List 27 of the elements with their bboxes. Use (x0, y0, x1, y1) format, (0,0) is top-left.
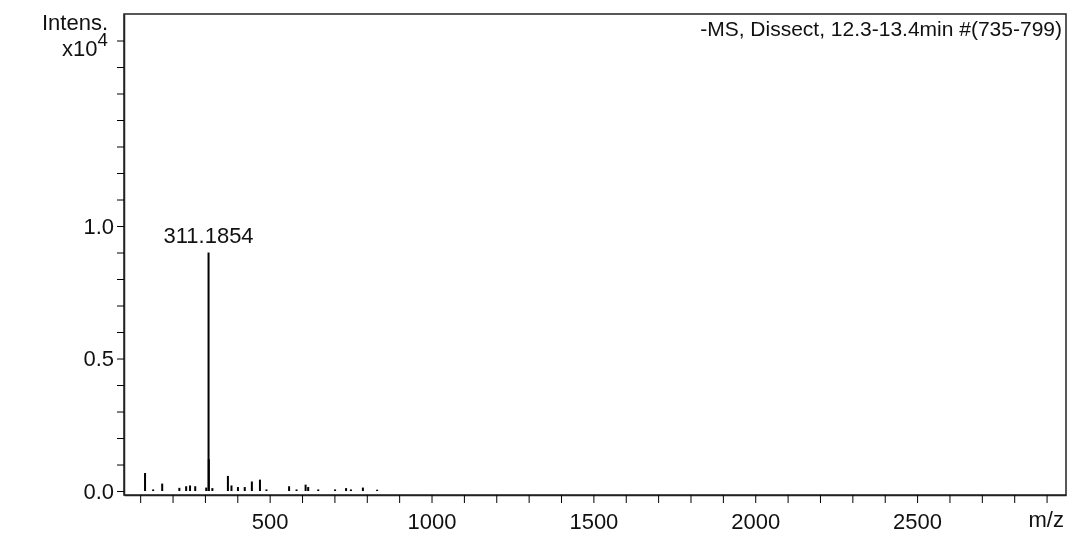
x-tick-label: 1000 (407, 509, 457, 535)
chart-title: -MS, Dissect, 12.3-13.4min #(735-799) (700, 17, 1062, 40)
x-tick-label: 2500 (893, 509, 943, 535)
bar (288, 486, 291, 492)
x-tick-label: 1500 (569, 509, 619, 535)
y-tick-label: 0.5 (83, 346, 114, 372)
bar (178, 487, 181, 492)
bar (307, 487, 310, 492)
bar (243, 487, 246, 492)
bar (161, 483, 164, 492)
x-tick-label: 500 (251, 509, 289, 535)
bar (144, 473, 147, 492)
bar (194, 486, 197, 492)
bar (236, 487, 239, 492)
bar (250, 481, 253, 492)
bar (345, 488, 348, 492)
x-axis-title: m/z (1028, 507, 1064, 532)
x-tick-label: 2000 (731, 509, 781, 535)
y-tick-label: 1.0 (83, 213, 114, 239)
bar (185, 486, 188, 492)
annotation: 311.1854 (163, 222, 254, 248)
bar (189, 485, 192, 492)
bar (258, 479, 261, 492)
y-axis-title: Intens. x10$^{4}$ (41, 10, 108, 61)
bar (304, 484, 307, 492)
y-tick-label: 0.0 (83, 478, 114, 504)
bar (226, 475, 229, 492)
